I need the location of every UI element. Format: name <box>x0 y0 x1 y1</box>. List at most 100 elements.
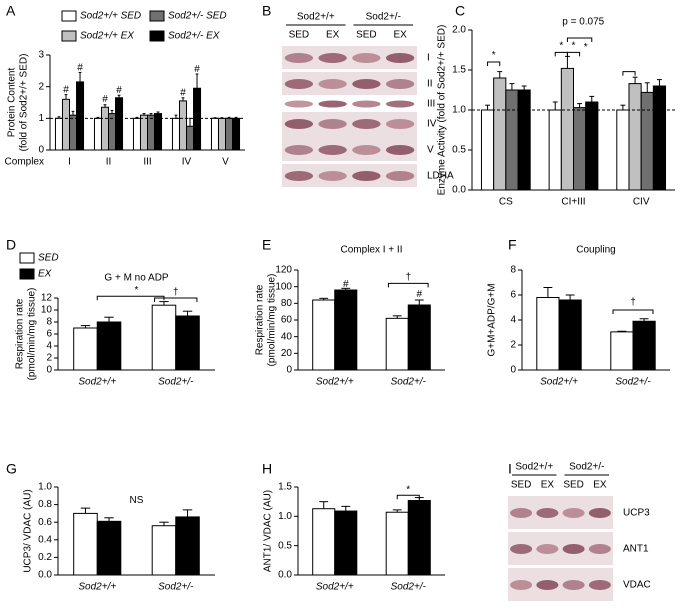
bar <box>385 317 409 371</box>
blot-group: Sod2+/+ <box>515 462 553 473</box>
y-tick-label: 0.0 <box>278 570 292 581</box>
blot-band <box>385 100 415 108</box>
lane-label: EX <box>393 30 407 41</box>
x-tick-label: IV <box>182 157 192 168</box>
y-tick-label: 0 <box>286 365 292 376</box>
legend-label: Sod2+/+ SED <box>80 11 141 22</box>
annotation: # <box>180 88 186 99</box>
legend-label: EX <box>38 269 52 280</box>
y-tick-label: 0 <box>38 145 44 156</box>
y-tick-label: 80 <box>281 298 293 309</box>
bar <box>334 289 358 371</box>
legend-swatch <box>61 10 77 22</box>
bar <box>232 117 241 151</box>
blot-band <box>352 171 381 181</box>
bar <box>652 85 667 191</box>
band-label: ANT1 <box>623 544 649 555</box>
chart-title: G + M no ADP <box>104 273 169 284</box>
x-axis-label: Complex <box>5 157 44 168</box>
blot-band <box>318 145 347 155</box>
panel-letter: B <box>262 3 271 19</box>
y-tick-label: 6 <box>510 290 516 301</box>
bar <box>171 117 180 151</box>
annotation: # <box>416 289 422 300</box>
y-tick-label: 0.5 <box>278 540 292 551</box>
blot-band <box>588 580 611 590</box>
y-axis-label: (fold of Sod2+/+ SED) <box>19 54 30 152</box>
blot-band <box>318 119 347 129</box>
blot-band <box>536 544 559 554</box>
bar <box>505 89 519 191</box>
y-tick-label: 1 <box>38 113 44 124</box>
bar <box>54 117 63 151</box>
panel-letter: F <box>508 237 517 253</box>
y-axis-label: ANT1/ VDAC (AU) <box>263 490 274 572</box>
blot-band <box>385 53 415 63</box>
annotation: † <box>405 272 411 283</box>
blot-band <box>318 171 347 181</box>
y-tick-label: 10 <box>41 305 53 316</box>
blot-band <box>510 580 533 590</box>
x-tick-label: Sod2+/+ <box>540 377 578 388</box>
bar <box>407 499 431 576</box>
panel-letter: H <box>262 461 272 477</box>
blot-band <box>352 119 381 129</box>
annotation: * <box>406 485 410 496</box>
blot-band <box>352 53 381 63</box>
bar <box>186 125 195 151</box>
y-tick-label: 0.0 <box>452 185 466 196</box>
lane-label: SED <box>289 30 310 41</box>
lane-label: SED <box>356 30 377 41</box>
x-tick-label: Sod2+/+ <box>316 377 354 388</box>
y-tick-label: 1.0 <box>278 511 292 522</box>
significance-bracket <box>566 51 581 57</box>
significance-bracket <box>566 37 593 42</box>
bar <box>225 117 234 151</box>
y-tick-label: 60 <box>281 315 293 326</box>
chart-title: Coupling <box>576 245 615 256</box>
blot-band <box>284 100 314 108</box>
y-axis-label: Respiration rate <box>15 298 26 369</box>
blot-band <box>284 53 314 63</box>
x-tick-label: CS <box>499 197 513 208</box>
panel-letter: D <box>6 237 16 253</box>
lane-label: EX <box>326 30 340 41</box>
bar <box>210 117 219 151</box>
bar <box>73 512 98 576</box>
annotation: # <box>102 94 108 105</box>
x-tick-label: Sod2+/+ <box>78 377 116 388</box>
blot-strip <box>282 46 417 69</box>
y-axis-label: G+M+ADP/G+M <box>487 283 498 356</box>
significance-bracket <box>387 282 429 288</box>
band-label: II <box>427 79 433 90</box>
bar <box>585 101 599 191</box>
legend-label: Sod2+/+ EX <box>80 31 134 42</box>
blot-band <box>352 145 381 155</box>
y-tick-label: 0 <box>46 365 52 376</box>
x-tick-label: CI+III <box>561 197 585 208</box>
bar <box>96 321 122 371</box>
blot-band <box>284 119 314 129</box>
blot-group: Sod2+/+ <box>297 12 335 23</box>
significance-bracket <box>396 494 420 500</box>
annotation: * <box>135 285 139 296</box>
blot-band <box>352 79 381 89</box>
y-tick-label: 0.5 <box>452 145 466 156</box>
annotation: # <box>116 85 122 96</box>
significance-bracket <box>96 295 165 301</box>
annotation: # <box>343 279 349 290</box>
legend-swatch <box>19 268 35 280</box>
y-axis-label: Protein Content <box>7 68 18 138</box>
blot-band <box>562 580 585 590</box>
y-tick-label: 0.6 <box>38 517 52 528</box>
lane-label: EX <box>541 480 555 491</box>
y-tick-label: 1.5 <box>452 65 466 76</box>
y-tick-label: 0 <box>510 365 516 376</box>
panel-letter: A <box>6 3 16 19</box>
bar <box>178 100 187 151</box>
y-tick-label: 1.0 <box>38 482 52 493</box>
x-tick-label: V <box>222 157 229 168</box>
x-tick-label: Sod2+/+ <box>78 582 116 593</box>
annotation: * <box>572 41 576 52</box>
